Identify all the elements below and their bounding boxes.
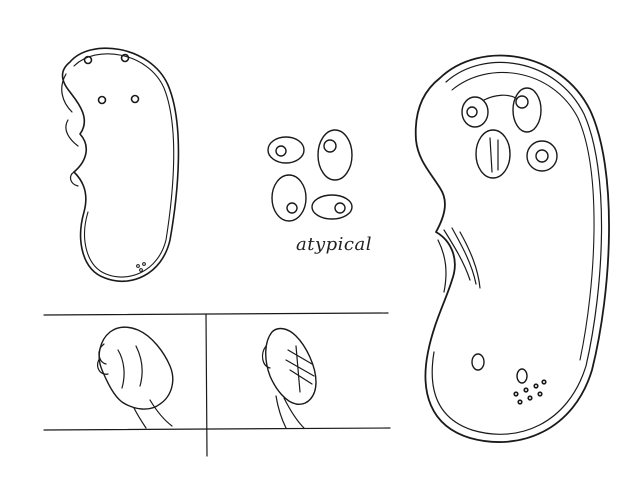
hand-sketch-left (96, 326, 174, 429)
atypical-annotation: atypical (296, 234, 372, 255)
bean-cell-small-dots (83, 53, 146, 272)
hand-sketch-right (261, 327, 317, 429)
bean-cell-large-inclusions (461, 87, 558, 405)
bean-cell-large (414, 54, 610, 443)
comparison-panel-frame (43, 312, 391, 457)
bean-cell-small (61, 47, 180, 283)
atypical-cells-cluster (267, 129, 353, 222)
